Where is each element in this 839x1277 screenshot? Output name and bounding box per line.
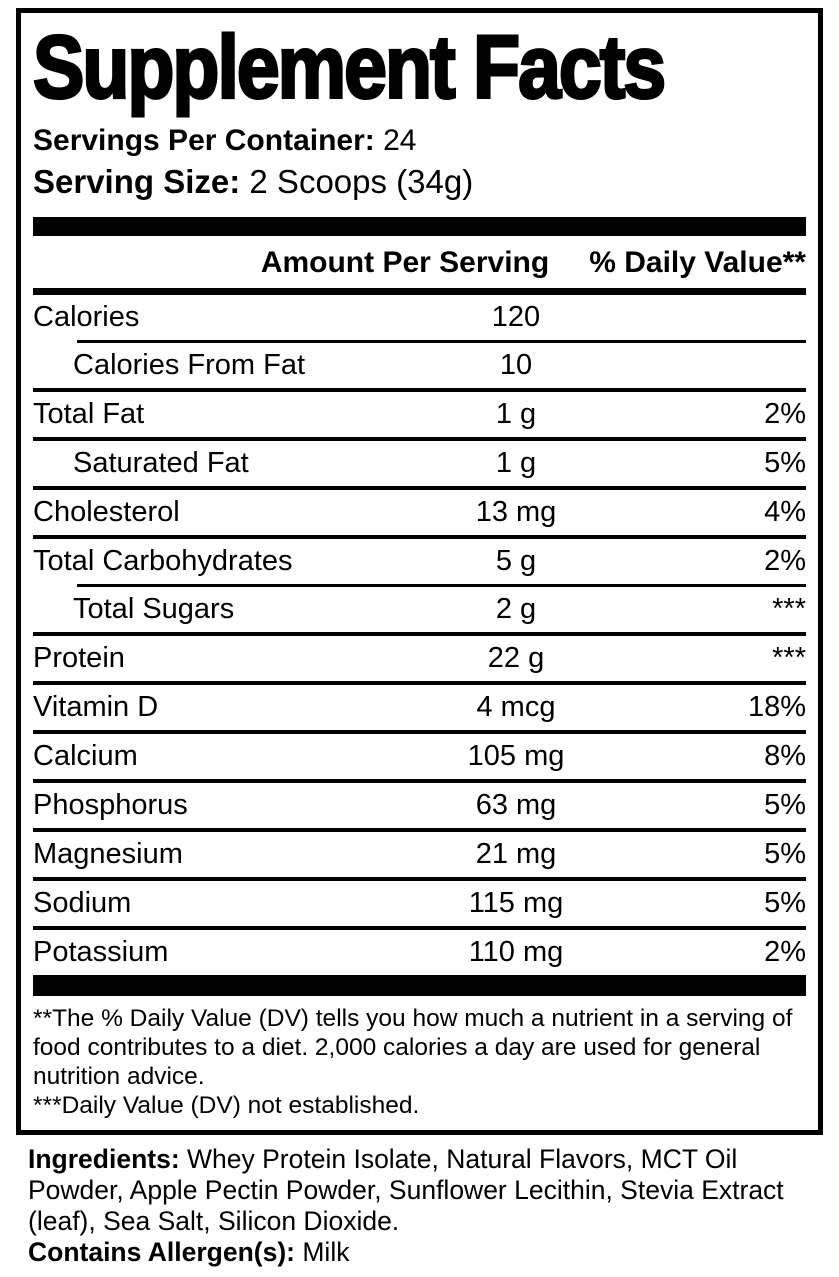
row-separator (33, 730, 806, 734)
nutrient-name: Cholesterol (33, 496, 180, 528)
row-separator (33, 681, 806, 685)
divider-bar-bottom (33, 975, 806, 996)
serving-size-value: 2 Scoops (34g) (249, 163, 474, 200)
nutrient-row: Potassium 110 mg 2% (33, 930, 806, 975)
servings-per-container: Servings Per Container: 24 (33, 121, 806, 160)
nutrient-row: Calories 120 (33, 295, 806, 340)
nutrient-name: Phosphorus (33, 789, 188, 821)
nutrient-daily-value: 2% (764, 545, 806, 577)
ingredients-value: Whey Protein Isolate, Natural Flavors, M… (28, 1144, 784, 1236)
nutrient-row: Sodium 115 mg 5% (33, 881, 806, 926)
footnote-not-established: ***Daily Value (DV) not established. (33, 1092, 420, 1119)
nutrient-amount: 4 mcg (476, 691, 556, 723)
nutrient-amount: 22 g (487, 642, 545, 674)
row-separator (33, 388, 806, 392)
nutrient-amount: 115 mg (468, 887, 564, 919)
nutrient-row: Calcium 105 mg 8% (33, 734, 806, 779)
nutrient-name: Total Carbohydrates (33, 545, 293, 577)
nutrient-name: Potassium (33, 936, 169, 968)
nutrient-row: Total Fat 1 g 2% (33, 392, 806, 437)
row-separator (33, 926, 806, 930)
nutrient-amount: 2 g (495, 593, 537, 625)
nutrient-amount: 63 mg (475, 789, 557, 821)
nutrient-row: Saturated Fat 1 g 5% (33, 441, 806, 486)
nutrient-daily-value: 18% (747, 691, 806, 723)
row-separator (33, 828, 806, 832)
row-separator (33, 535, 806, 539)
allergen-value: Milk (302, 1237, 350, 1267)
row-separator (33, 486, 806, 490)
nutrient-row: Calories From Fat 10 (33, 343, 806, 388)
nutrient-name: Magnesium (33, 838, 183, 870)
nutrient-name: Total Fat (33, 398, 145, 430)
nutrient-row: Vitamin D 4 mcg 18% (33, 685, 806, 730)
nutrient-name: Total Sugars (73, 593, 235, 625)
nutrient-row: Protein 22 g *** (33, 636, 806, 681)
nutrient-name: Calcium (33, 740, 138, 772)
nutrient-daily-value: 5% (764, 838, 806, 870)
serving-size-label: Serving Size: (33, 163, 241, 200)
nutrient-name: Vitamin D (33, 691, 159, 723)
nutrient-daily-value: *** (772, 593, 806, 625)
nutrient-name: Calories From Fat (73, 349, 306, 381)
serving-size: Serving Size: 2 Scoops (34g) (33, 160, 806, 204)
nutrient-name: Sodium (33, 887, 132, 919)
nutrient-amount: 21 mg (475, 838, 557, 870)
column-header-amount-per-serving: Amount Per Serving (260, 246, 550, 279)
ingredients-label: Ingredients: (28, 1144, 180, 1174)
nutrient-amount: 1 g (495, 398, 537, 430)
nutrient-name: Protein (33, 642, 125, 674)
row-separator (33, 877, 806, 881)
nutrient-daily-value: 5% (764, 789, 806, 821)
panel-title: Supplement Facts (32, 17, 668, 118)
column-header-daily-value: % Daily Value** (589, 246, 806, 279)
nutrient-row: Phosphorus 63 mg 5% (33, 783, 806, 828)
servings-per-container-label: Servings Per Container: (33, 124, 375, 157)
row-separator (33, 779, 806, 783)
ingredients-line: Ingredients: Whey Protein Isolate, Natur… (28, 1144, 811, 1237)
nutrient-daily-value: *** (772, 642, 806, 674)
ingredients-section: Ingredients: Whey Protein Isolate, Natur… (16, 1144, 823, 1268)
supplement-facts-panel: Supplement Facts Servings Per Container:… (16, 8, 823, 1135)
nutrient-amount: 5 g (495, 545, 537, 577)
nutrient-row: Cholesterol 13 mg 4% (33, 490, 806, 535)
nutrient-name: Saturated Fat (73, 447, 249, 479)
nutrient-daily-value: 5% (764, 447, 806, 479)
nutrient-daily-value: 4% (764, 496, 806, 528)
nutrient-daily-value: 2% (764, 936, 806, 968)
divider-bar-top (33, 217, 806, 236)
page: Supplement Facts Servings Per Container:… (0, 8, 839, 1268)
footnotes: **The % Daily Value (DV) tells you how m… (33, 996, 806, 1120)
nutrient-amount: 110 mg (468, 936, 564, 968)
allergen-label: Contains Allergen(s): (28, 1237, 295, 1267)
nutrient-amount: 13 mg (475, 496, 557, 528)
nutrient-daily-value: 2% (764, 398, 806, 430)
nutrient-row: Total Carbohydrates 5 g 2% (33, 539, 806, 584)
nutrient-amount: 120 (491, 301, 541, 333)
row-separator (77, 340, 806, 343)
nutrient-row: Magnesium 21 mg 5% (33, 832, 806, 877)
nutrient-row: Total Sugars 2 g *** (33, 587, 806, 632)
row-separator (77, 584, 806, 587)
nutrient-table: Calories 120 Calories From Fat 10 Total Fat 1… (33, 295, 806, 975)
allergen-line: Contains Allergen(s): Milk (28, 1237, 811, 1268)
nutrient-daily-value: 5% (764, 887, 806, 919)
row-separator (33, 437, 806, 441)
nutrient-amount: 10 (499, 349, 533, 381)
servings-per-container-value: 24 (383, 124, 417, 157)
nutrient-amount: 1 g (495, 447, 537, 479)
nutrient-name: Calories (33, 301, 140, 333)
row-separator (33, 632, 806, 636)
table-header: Amount Per Serving % Daily Value** (33, 236, 806, 288)
footnote-daily-value: **The % Daily Value (DV) tells you how m… (33, 1005, 793, 1090)
nutrient-amount: 105 mg (467, 740, 565, 772)
nutrient-daily-value: 8% (764, 740, 806, 772)
header-rule (33, 288, 806, 295)
